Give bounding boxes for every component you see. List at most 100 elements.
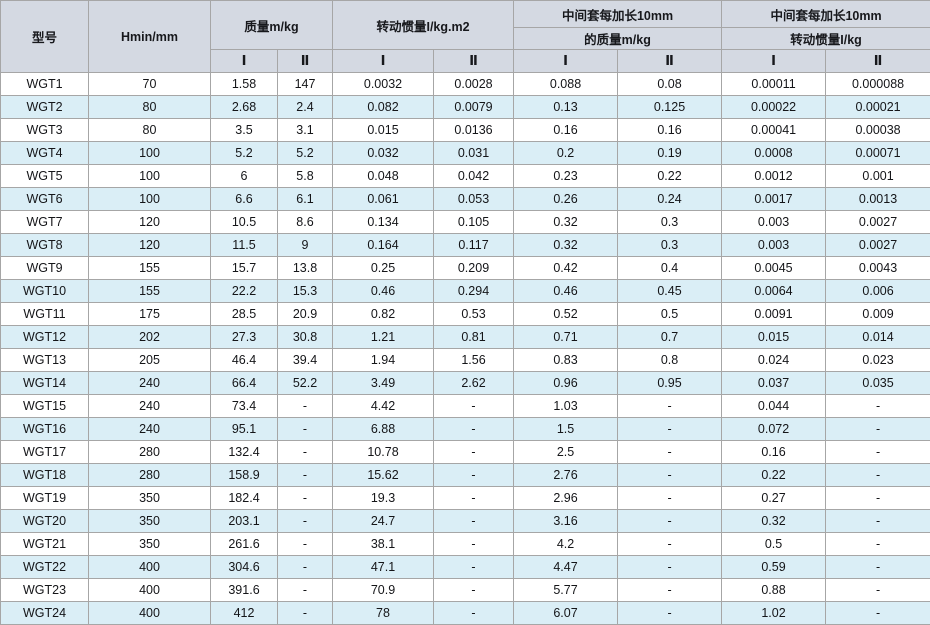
cell-value: - (825, 532, 930, 556)
cell-value: 0.32 (513, 210, 619, 234)
cell-value: 0.5 (617, 302, 723, 326)
cell-value: 0.209 (432, 256, 515, 280)
table-row: WGT17 280 132.4-10.78-2.5-0.16- (0, 440, 930, 464)
cell-value: 203.1 (210, 509, 278, 533)
header-ext-inertia-sub-ii: Ⅱ (825, 49, 930, 73)
cell-value: 0.061 (332, 187, 434, 211)
cell-value: 0.52 (513, 302, 619, 326)
cell-value: 0.009 (825, 302, 930, 326)
cell-value: 0.22 (617, 164, 723, 188)
cell-value: 70 (88, 72, 211, 96)
cell-value: 0.32 (513, 233, 619, 257)
cell-value: - (432, 440, 515, 464)
cell-value: 1.03 (513, 394, 619, 418)
cell-value: - (277, 463, 333, 487)
cell-model: WGT4 (0, 141, 89, 165)
cell-value: - (277, 440, 333, 464)
cell-value: 304.6 (210, 555, 278, 579)
header-hmin: Hmin/mm (88, 0, 211, 73)
cell-value: 2.68 (210, 95, 278, 119)
cell-value: 0.0091 (721, 302, 827, 326)
cell-value: 0.044 (721, 394, 827, 418)
cell-value: 0.46 (332, 279, 434, 303)
cell-value: - (432, 486, 515, 510)
cell-value: 3.5 (210, 118, 278, 142)
cell-value: 13.8 (277, 256, 333, 280)
cell-value: 2.62 (432, 371, 515, 395)
cell-value: 100 (88, 164, 211, 188)
cell-value: 0.023 (825, 348, 930, 372)
cell-value: 0.7 (617, 325, 723, 349)
cell-value: - (432, 417, 515, 441)
cell-value: 120 (88, 210, 211, 234)
cell-value: - (277, 394, 333, 418)
cell-value: 1.5 (513, 417, 619, 441)
table-row: WGT20 350 203.1-24.7-3.16-0.32- (0, 509, 930, 533)
cell-value: 0.0027 (825, 210, 930, 234)
cell-value: 6.07 (513, 601, 619, 625)
cell-value: 0.25 (332, 256, 434, 280)
cell-value: - (617, 417, 723, 441)
cell-value: 0.19 (617, 141, 723, 165)
cell-value: 80 (88, 118, 211, 142)
cell-value: 0.134 (332, 210, 434, 234)
table-row: WGT9 155 15.7 13.8 0.25 0.209 0.42 0.4 0.0045 0.0… (0, 256, 930, 280)
cell-value: - (617, 440, 723, 464)
cell-value: 0.015 (332, 118, 434, 142)
cell-model: WGT18 (0, 463, 89, 487)
cell-value: 400 (88, 578, 211, 602)
cell-value: 2.96 (513, 486, 619, 510)
cell-value: - (277, 555, 333, 579)
cell-value: 350 (88, 532, 211, 556)
table-row: WGT24 400 412-78-6.07-1.02- (0, 601, 930, 625)
cell-value: - (825, 486, 930, 510)
cell-value: 240 (88, 417, 211, 441)
cell-value: - (277, 601, 333, 625)
cell-model: WGT12 (0, 325, 89, 349)
cell-value: 0.015 (721, 325, 827, 349)
cell-value: 0.001 (825, 164, 930, 188)
table-body: WGT1 70 1.58 147 0.0032 0.0028 0.088 0.08 0.0001… (0, 72, 930, 625)
cell-value: 0.0017 (721, 187, 827, 211)
cell-value: 5.2 (210, 141, 278, 165)
cell-value: 202 (88, 325, 211, 349)
cell-model: WGT14 (0, 371, 89, 395)
header-ext-mass-sub-i: Ⅰ (513, 49, 619, 73)
cell-model: WGT13 (0, 348, 89, 372)
cell-value: - (277, 578, 333, 602)
cell-value: - (825, 463, 930, 487)
cell-value: 350 (88, 486, 211, 510)
cell-value: 0.27 (721, 486, 827, 510)
cell-value: - (617, 532, 723, 556)
cell-value: 30.8 (277, 325, 333, 349)
cell-model: WGT7 (0, 210, 89, 234)
cell-value: - (432, 578, 515, 602)
cell-value: 0.00022 (721, 95, 827, 119)
cell-value: - (825, 440, 930, 464)
cell-value: 0.95 (617, 371, 723, 395)
cell-value: 0.00038 (825, 118, 930, 142)
cell-value: 0.0028 (432, 72, 515, 96)
cell-value: 6 (210, 164, 278, 188)
cell-value: 0.08 (617, 72, 723, 96)
cell-value: 100 (88, 141, 211, 165)
cell-model: WGT23 (0, 578, 89, 602)
cell-value: - (277, 417, 333, 441)
header-mass-sub-ii: Ⅱ (277, 49, 333, 73)
cell-value: 0.105 (432, 210, 515, 234)
cell-value: - (617, 463, 723, 487)
cell-value: 147 (277, 72, 333, 96)
table-row: WGT10 155 22.2 15.3 0.46 0.294 0.46 0.45 0.0064 0… (0, 279, 930, 303)
table-row: WGT16 240 95.1-6.88-1.5-0.072- (0, 417, 930, 441)
cell-value: - (617, 578, 723, 602)
cell-model: WGT3 (0, 118, 89, 142)
cell-value: 158.9 (210, 463, 278, 487)
cell-value: 0.0043 (825, 256, 930, 280)
cell-value: 52.2 (277, 371, 333, 395)
cell-value: 66.4 (210, 371, 278, 395)
cell-value: 0.294 (432, 279, 515, 303)
cell-value: 0.4 (617, 256, 723, 280)
cell-model: WGT5 (0, 164, 89, 188)
cell-value: 0.082 (332, 95, 434, 119)
cell-value: 19.3 (332, 486, 434, 510)
